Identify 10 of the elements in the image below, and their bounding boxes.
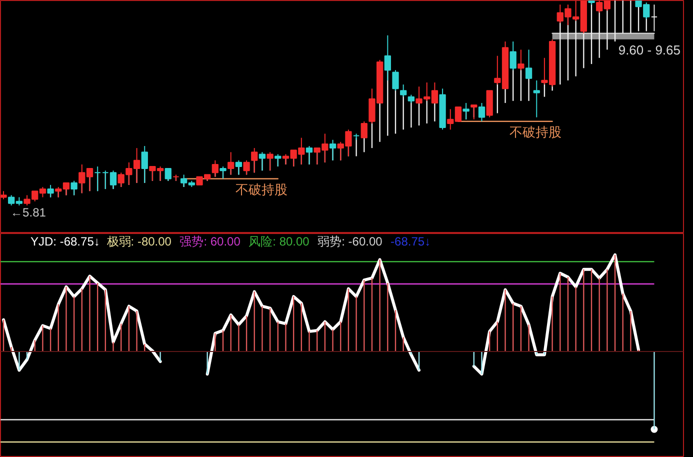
text: 极弱: -80.00	[106, 234, 172, 248]
text: YJD: -68.75↓	[30, 234, 100, 248]
series-label: 不破持股	[510, 124, 562, 140]
text: 风险: 80.00	[248, 234, 310, 248]
text: 强势: 60.00	[180, 234, 241, 248]
annotation: ←5.81	[10, 205, 46, 220]
series-label: 9.60 - 9.65	[618, 42, 680, 58]
text: 弱势: -60.00	[318, 234, 383, 248]
text: -68.75↓	[390, 234, 431, 248]
series-label: 不破持股	[235, 182, 288, 197]
